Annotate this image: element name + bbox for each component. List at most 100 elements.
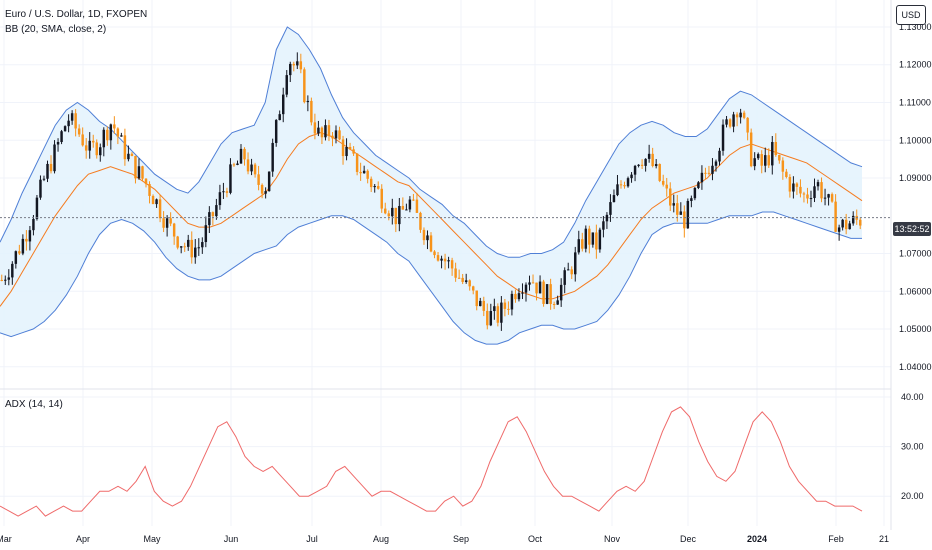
candle-body bbox=[707, 172, 711, 174]
candle bbox=[693, 187, 697, 201]
candle bbox=[306, 95, 310, 112]
candle bbox=[352, 146, 355, 156]
candle bbox=[99, 143, 102, 162]
candle-body bbox=[630, 174, 633, 179]
candlestick-series[interactable] bbox=[0, 52, 862, 331]
candle bbox=[281, 87, 285, 123]
candle bbox=[60, 129, 63, 145]
candle-body bbox=[99, 147, 102, 156]
candle-body bbox=[718, 150, 721, 162]
candle-body bbox=[134, 155, 137, 179]
candle-body bbox=[120, 135, 123, 137]
candle bbox=[665, 177, 668, 197]
chart-title[interactable]: Euro / U.S. Dollar, 1D, FXOPEN bbox=[5, 9, 148, 20]
candle bbox=[436, 251, 440, 262]
candle bbox=[56, 138, 60, 152]
candle-body bbox=[412, 199, 415, 201]
candle bbox=[179, 246, 183, 254]
candle-body bbox=[809, 198, 813, 200]
candle bbox=[324, 119, 327, 141]
candle bbox=[493, 298, 496, 320]
candle-body bbox=[7, 277, 11, 280]
candle-body bbox=[440, 258, 443, 261]
candle-body bbox=[260, 184, 264, 194]
adx-axis[interactable]: 40.00 30.00 20.00 bbox=[901, 392, 924, 501]
candle bbox=[834, 194, 837, 233]
candle-body bbox=[669, 188, 672, 206]
candle-body bbox=[690, 198, 693, 201]
candle-body bbox=[802, 193, 806, 195]
candle-body bbox=[201, 242, 204, 248]
price-axis[interactable]: 1.13000 1.12000 1.11000 1.10000 1.09000 1.070… bbox=[899, 22, 932, 372]
candle-body bbox=[92, 140, 95, 143]
candle-body bbox=[158, 199, 162, 219]
candle-body bbox=[577, 239, 581, 253]
candle bbox=[563, 267, 566, 294]
candle-body bbox=[799, 186, 802, 194]
candle-body bbox=[384, 208, 387, 214]
candle-body bbox=[598, 229, 602, 250]
candle bbox=[749, 128, 753, 168]
candle bbox=[415, 192, 419, 214]
candle-body bbox=[359, 171, 362, 174]
candle bbox=[348, 142, 352, 151]
time-tick-label: Aug bbox=[373, 534, 389, 544]
adx-series bbox=[0, 406, 863, 517]
candle-body bbox=[531, 282, 535, 284]
candle bbox=[602, 216, 605, 238]
candle-body bbox=[591, 232, 595, 245]
candle-body bbox=[640, 164, 644, 166]
candle bbox=[359, 162, 362, 181]
candle bbox=[813, 178, 816, 203]
candle-body bbox=[816, 182, 820, 187]
candle-body bbox=[429, 235, 433, 252]
candle-body bbox=[841, 219, 844, 228]
candle bbox=[591, 232, 595, 248]
currency-button[interactable]: USD bbox=[896, 5, 926, 25]
candle bbox=[479, 297, 482, 307]
candle bbox=[113, 116, 116, 134]
candle-body bbox=[823, 197, 827, 199]
candle bbox=[549, 278, 552, 310]
candle-body bbox=[327, 125, 331, 136]
candle-body bbox=[53, 144, 56, 172]
candle-body bbox=[517, 293, 521, 300]
candle bbox=[369, 176, 373, 193]
candle-body bbox=[208, 212, 211, 226]
candle bbox=[728, 118, 732, 129]
candle bbox=[127, 145, 130, 162]
candle bbox=[559, 278, 563, 307]
candle-body bbox=[728, 119, 732, 127]
candle bbox=[806, 187, 809, 204]
candle-body bbox=[503, 302, 507, 309]
adx-indicator-label[interactable]: ADX (14, 14) bbox=[5, 399, 63, 410]
candle bbox=[18, 244, 21, 256]
candle bbox=[264, 187, 267, 199]
candle-body bbox=[545, 284, 549, 304]
candle bbox=[271, 138, 274, 177]
candle-body bbox=[457, 277, 461, 279]
candle-body bbox=[310, 100, 313, 123]
candle-body bbox=[172, 223, 176, 237]
candle-body bbox=[496, 306, 500, 323]
time-axis[interactable]: Mar Apr May Jun Jul Aug Sep Oct Nov Dec 2024 Feb 21 bbox=[0, 534, 889, 544]
candle bbox=[320, 126, 324, 144]
candle bbox=[208, 206, 211, 233]
candle-body bbox=[619, 184, 623, 186]
bb-indicator-label[interactable]: BB (20, SMA, close, 2) bbox=[5, 24, 107, 35]
candle-body bbox=[830, 194, 834, 202]
candle-body bbox=[626, 178, 630, 187]
candle bbox=[334, 125, 338, 144]
candle bbox=[148, 181, 151, 204]
candle-body bbox=[535, 282, 538, 294]
candle bbox=[690, 195, 693, 208]
candle-body bbox=[77, 128, 81, 135]
candle bbox=[461, 273, 464, 285]
candle-body bbox=[721, 124, 725, 151]
candle-body bbox=[661, 180, 665, 185]
candle bbox=[384, 202, 387, 215]
candle bbox=[742, 110, 746, 120]
candle bbox=[25, 230, 28, 251]
candle bbox=[486, 303, 489, 330]
